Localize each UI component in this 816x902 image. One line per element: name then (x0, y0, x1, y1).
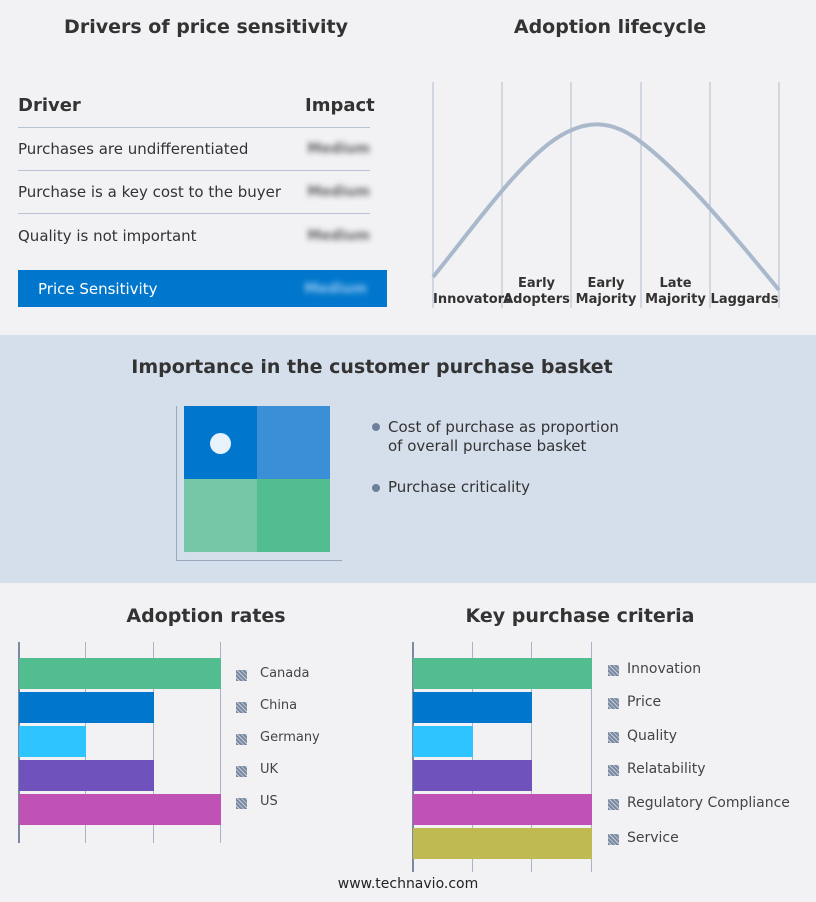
basket-title: Importance in the customer purchase bask… (131, 356, 613, 378)
gridline (471, 642, 473, 872)
bullet-icon (372, 484, 380, 492)
legend-label: US (260, 794, 278, 809)
basket-section (0, 335, 816, 583)
legend-swatch-icon (608, 698, 619, 709)
driver-label: Purchase is a key cost to the buyer (18, 183, 282, 201)
drivers-title: Drivers of price sensitivity (64, 16, 348, 38)
bar-germany (19, 726, 87, 757)
impact-value: Medium (307, 184, 370, 200)
price-sensitivity-summary: Price Sensitivity Medium (18, 270, 387, 307)
legend-swatch-icon (236, 766, 247, 777)
legend-swatch-icon (608, 665, 619, 676)
col-impact: Impact (305, 95, 375, 116)
footer-url: www.technavio.com (337, 876, 479, 892)
bar-regulatory-compliance (413, 794, 592, 825)
legend-label: Innovation (627, 661, 702, 677)
col-driver: Driver (18, 95, 81, 116)
summary-impact: Medium (304, 280, 367, 297)
legend-label: Canada (260, 666, 310, 681)
legend-swatch-icon (236, 670, 247, 681)
legend-swatch-icon (608, 732, 619, 743)
legend-swatch-icon (608, 799, 619, 810)
basket-legend-item: Cost of purchase as proportion of overal… (388, 418, 619, 455)
basket-legend-item: Purchase criticality (388, 478, 531, 496)
legend-label: Price (627, 694, 662, 710)
bar-service (413, 828, 592, 859)
driver-row: Purchase is a key cost to the buyer Mediu… (18, 171, 370, 214)
stage-label: Late Majority (645, 276, 706, 307)
bar-canada (19, 658, 221, 689)
stage-label: Innovators (433, 292, 512, 307)
legend-swatch-icon (236, 734, 247, 745)
legend-label: Germany (260, 730, 320, 745)
bar-us (19, 794, 221, 825)
position-marker (210, 433, 231, 454)
bar-price (413, 692, 533, 723)
legend-label: Service (627, 830, 679, 846)
bar-relatability (413, 760, 533, 791)
bar-china (19, 692, 154, 723)
legend-label: Relatability (627, 761, 706, 777)
driver-row: Purchases are undifferentiated Medium (18, 128, 370, 171)
legend-swatch-icon (236, 702, 247, 713)
legend-swatch-icon (608, 834, 619, 845)
gridline (220, 642, 221, 843)
driver-label: Purchases are undifferentiated (18, 140, 249, 158)
stage-label: Early Adopters (503, 276, 570, 307)
quadrant (257, 406, 330, 479)
lifecycle-chart (431, 82, 781, 308)
gridline (531, 642, 533, 872)
quadrant (184, 479, 257, 552)
legend-label: Regulatory Compliance (627, 795, 790, 811)
gridline (591, 642, 592, 872)
legend-label: China (260, 698, 298, 713)
adoption-rates-title: Adoption rates (126, 605, 286, 627)
lifecycle-title: Adoption lifecycle (513, 16, 707, 38)
stage-label: Laggards (710, 292, 779, 307)
summary-label: Price Sensitivity (38, 279, 158, 298)
impact-value: Medium (307, 141, 370, 157)
impact-value: Medium (307, 227, 370, 244)
gridline (152, 642, 154, 843)
adoption-curve (431, 122, 781, 292)
kpc-title: Key purchase criteria (465, 605, 695, 627)
legend-label: UK (260, 762, 279, 777)
quadrant (257, 479, 330, 552)
bar-quality (413, 726, 473, 757)
bar-uk (19, 760, 154, 791)
legend-swatch-icon (608, 765, 619, 776)
legend-label: Quality (627, 728, 678, 744)
bar-innovation (413, 658, 592, 689)
bullet-icon (372, 423, 380, 431)
driver-row: Quality is not important Medium (18, 214, 370, 257)
stage-label: Early Majority (575, 276, 637, 307)
driver-label: Quality is not important (18, 226, 197, 245)
axis-line (412, 642, 414, 872)
legend-swatch-icon (236, 798, 247, 809)
